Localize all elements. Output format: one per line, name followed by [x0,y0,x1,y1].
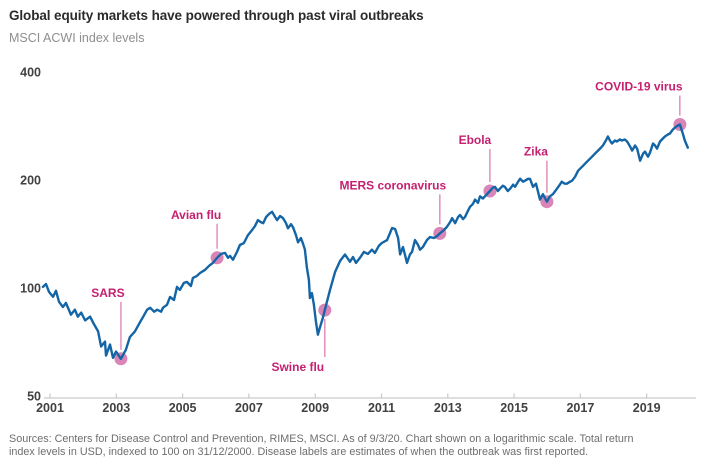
x-tick-label-2001: 2001 [36,401,64,415]
event-label-mers-coronavirus: MERS coronavirus [339,178,446,192]
event-dots [114,118,687,366]
event-label-avian-flu: Avian flu [171,208,221,222]
event-annotations: SARS Avian flu Swine flu MERS coronavirus Eb… [91,80,683,375]
x-tick-label-2003: 2003 [102,401,130,415]
x-tick-label-2019: 2019 [633,401,661,415]
x-tick-label-2011: 2011 [368,401,395,415]
event-label-covid-19-virus: COVID-19 virus [595,80,683,94]
chart-title: Global equity markets have powered throu… [9,8,424,23]
x-tick-label-2017: 2017 [566,401,594,415]
x-tick-label-2005: 2005 [169,401,197,415]
y-axis-labels: 400 200 100 50 [20,66,41,404]
x-tick-label-2009: 2009 [301,401,329,415]
chart-subtitle: MSCI ACWI index levels [9,31,145,45]
x-tick-label-2015: 2015 [500,401,528,415]
x-tick-label-2007: 2007 [235,401,263,415]
event-label-zika: Zika [524,145,548,159]
source-note-line1: Sources: Centers for Disease Control and… [9,433,634,445]
event-label-sars: SARS [91,286,124,300]
source-note-line2: index levels in USD, indexed to 100 on 3… [9,446,589,458]
event-label-swine-flu: Swine flu [271,360,324,374]
data-line-msci-acwi-index-level [41,123,689,360]
x-axis: 2001 2003 2005 2007 2009 2011 2013 2015 2017 2019 [36,393,696,415]
x-tick-label-2013: 2013 [434,401,462,415]
y-tick-label-50: 50 [27,390,41,404]
y-tick-label-400: 400 [20,66,41,80]
event-label-ebola: Ebola [459,133,492,147]
y-tick-label-200: 200 [20,174,41,188]
source-note: Sources: Centers for Disease Control and… [9,433,701,459]
y-tick-label-100: 100 [20,282,41,296]
